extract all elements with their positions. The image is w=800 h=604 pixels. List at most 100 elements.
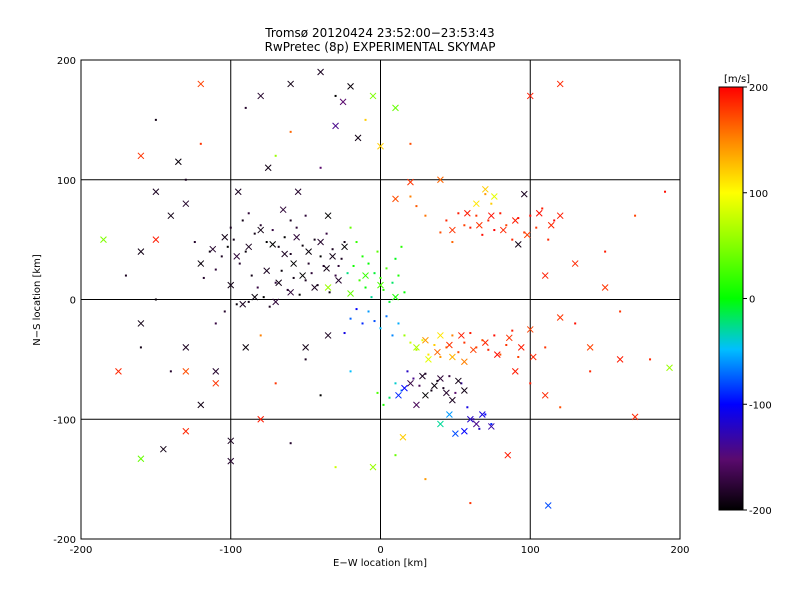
x-marker-point <box>369 92 377 100</box>
dot-marker-point <box>184 178 187 181</box>
dot-marker-point <box>589 370 592 373</box>
dot-marker-point <box>649 358 652 361</box>
x-marker-point <box>449 226 456 234</box>
x-marker-point <box>245 243 253 251</box>
dot-marker-point <box>232 238 235 241</box>
dot-marker-point <box>214 322 217 325</box>
chart-title: Tromsø 20120424 23:52:00−23:53:43 <box>264 26 494 40</box>
dot-marker-point <box>124 274 127 277</box>
dot-marker-point <box>604 250 607 253</box>
dot-marker-point <box>256 286 259 289</box>
x-marker-point <box>413 344 420 351</box>
dot-marker-point <box>319 394 322 397</box>
plot-frame <box>80 59 681 540</box>
x-marker-point <box>526 326 534 333</box>
x-marker-point <box>233 253 241 260</box>
x-marker-point <box>209 245 217 253</box>
x-marker-point <box>547 221 555 229</box>
x-marker-point <box>227 281 235 289</box>
dot-marker-point <box>292 276 295 279</box>
dot-marker-point <box>415 348 418 351</box>
dot-marker-point <box>349 317 352 320</box>
colorbar-tick-label: 200 <box>749 83 768 94</box>
x-marker-point <box>443 389 450 397</box>
x-marker-point <box>299 272 306 279</box>
x-marker-point <box>182 200 190 208</box>
dot-marker-point <box>439 231 442 234</box>
x-tick-label: 200 <box>670 545 689 556</box>
x-marker-point <box>422 391 429 399</box>
dot-marker-point <box>340 257 343 260</box>
x-marker-point <box>263 267 271 275</box>
dot-marker-point <box>376 250 379 253</box>
dot-marker-point <box>421 339 424 342</box>
x-marker-point <box>324 284 332 291</box>
x-marker-point <box>514 241 522 248</box>
dot-marker-point <box>451 334 454 337</box>
dot-marker-point <box>355 241 358 244</box>
x-marker-point <box>317 68 324 76</box>
dot-marker-point <box>364 118 367 121</box>
x-marker-point <box>449 353 456 361</box>
x-tick-label: 0 <box>377 545 383 556</box>
dot-marker-point <box>259 334 262 337</box>
x-marker-point <box>458 332 465 339</box>
dot-marker-point <box>361 255 364 258</box>
x-marker-point <box>556 314 564 321</box>
x-marker-point <box>523 231 531 239</box>
x-marker-point <box>520 190 528 198</box>
dot-marker-point <box>280 269 283 272</box>
x-marker-point <box>616 356 624 363</box>
dot-marker-point <box>199 142 202 145</box>
x-marker-point <box>137 455 145 463</box>
colorbar-ticks: 200 100 0 -100 -200 <box>743 83 772 517</box>
x-marker-point <box>472 200 480 208</box>
dot-marker-point <box>433 344 436 347</box>
x-marker-point <box>431 382 438 390</box>
dot-marker-point <box>493 334 496 337</box>
dot-marker-point <box>379 276 382 279</box>
x-marker-point <box>481 339 489 346</box>
dot-marker-point <box>226 245 229 248</box>
dot-marker-point <box>487 219 490 222</box>
dot-marker-point <box>214 268 217 271</box>
x-marker-point <box>227 457 235 465</box>
x-marker-point <box>212 379 220 387</box>
x-marker-point <box>339 98 347 106</box>
dot-marker-point <box>298 293 301 296</box>
dot-marker-point <box>352 264 355 267</box>
x-marker-point <box>541 391 549 399</box>
x-marker-point <box>399 433 407 441</box>
dot-marker-point <box>511 238 514 241</box>
dot-marker-point <box>394 257 397 260</box>
x-marker-point <box>137 152 145 160</box>
dot-marker-point <box>154 118 157 121</box>
x-marker-point <box>341 243 348 251</box>
dot-marker-point <box>379 327 382 330</box>
dot-marker-point <box>517 355 520 358</box>
x-marker-point <box>182 427 190 435</box>
dot-marker-point <box>535 226 538 229</box>
dot-marker-point <box>469 226 472 229</box>
dot-marker-point <box>370 296 373 299</box>
x-marker-point <box>413 401 420 409</box>
dot-marker-point <box>406 370 409 373</box>
dot-marker-point <box>376 391 379 394</box>
dot-marker-point <box>343 241 346 244</box>
dot-marker-point <box>664 190 667 193</box>
x-marker-point <box>517 344 525 351</box>
x-marker-point <box>504 451 512 459</box>
colorbar-gradient <box>718 86 744 511</box>
dot-marker-point <box>394 382 397 385</box>
x-marker-point <box>227 437 235 445</box>
dot-marker-point <box>439 355 442 358</box>
colorbar-tick-label: -200 <box>749 506 772 517</box>
dot-marker-point <box>529 214 532 217</box>
x-marker-point <box>392 293 399 301</box>
x-marker-point <box>239 300 247 308</box>
axis-ticks: -200 -100 0 100 200 -200 -100 0 100 200 <box>53 56 689 556</box>
x-marker-point <box>529 353 537 361</box>
x-axis-label: E−W location [km] <box>333 558 427 569</box>
dot-marker-point <box>382 403 385 406</box>
dot-marker-point <box>547 238 550 241</box>
